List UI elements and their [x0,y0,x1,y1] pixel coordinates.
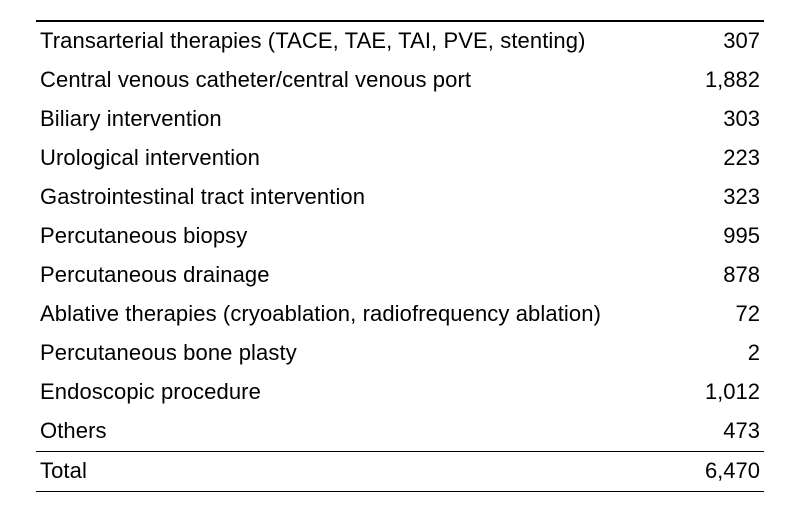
table-row: Central venous catheter/central venous p… [36,61,764,100]
table-row: Percutaneous biopsy 995 [36,217,764,256]
row-value: 473 [664,412,764,452]
row-label: Percutaneous bone plasty [36,334,664,373]
row-value: 2 [664,334,764,373]
table-row: Gastrointestinal tract intervention 323 [36,178,764,217]
row-value: 1,882 [664,61,764,100]
total-label: Total [36,452,664,492]
row-value: 878 [664,256,764,295]
table-row: Urological intervention 223 [36,139,764,178]
table-row: Percutaneous drainage 878 [36,256,764,295]
row-label: Transarterial therapies (TACE, TAE, TAI,… [36,21,664,61]
procedures-table: Transarterial therapies (TACE, TAE, TAI,… [36,20,764,492]
row-label: Others [36,412,664,452]
table-row: Biliary intervention 303 [36,100,764,139]
table-row: Transarterial therapies (TACE, TAE, TAI,… [36,21,764,61]
row-label: Percutaneous drainage [36,256,664,295]
table-row: Endoscopic procedure 1,012 [36,373,764,412]
table-container: Transarterial therapies (TACE, TAE, TAI,… [0,0,800,492]
table-row: Others 473 [36,412,764,452]
row-label: Urological intervention [36,139,664,178]
table-total-row: Total 6,470 [36,452,764,492]
table-row: Percutaneous bone plasty 2 [36,334,764,373]
total-value: 6,470 [664,452,764,492]
row-label: Central venous catheter/central venous p… [36,61,664,100]
row-label: Percutaneous biopsy [36,217,664,256]
row-value: 1,012 [664,373,764,412]
row-label: Ablative therapies (cryoablation, radiof… [36,295,664,334]
row-value: 995 [664,217,764,256]
row-label: Gastrointestinal tract intervention [36,178,664,217]
row-value: 323 [664,178,764,217]
row-value: 72 [664,295,764,334]
row-label: Endoscopic procedure [36,373,664,412]
row-value: 307 [664,21,764,61]
row-value: 303 [664,100,764,139]
row-value: 223 [664,139,764,178]
table-row: Ablative therapies (cryoablation, radiof… [36,295,764,334]
row-label: Biliary intervention [36,100,664,139]
